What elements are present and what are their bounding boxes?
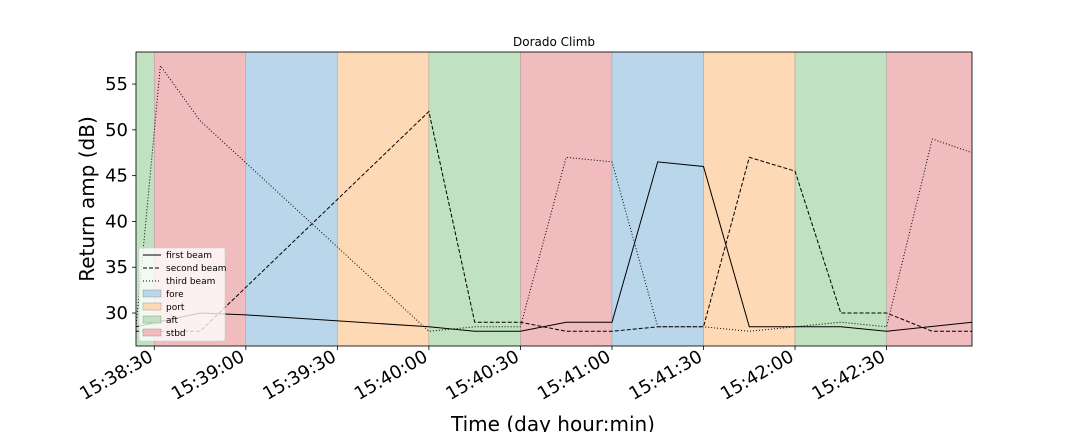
legend-patch-swatch [142, 315, 162, 324]
y-tick-label: 55 [105, 74, 128, 95]
chart-title: Dorado Climb [513, 35, 595, 49]
band-port [337, 51, 430, 347]
x-tick-label: 15:38:30 [76, 346, 157, 405]
legend: first beam second beam third beam fore port a… [138, 247, 227, 342]
y-tick-label: 45 [105, 166, 128, 187]
band-stbd [886, 51, 973, 347]
x-tick-label: 15:41:00 [534, 346, 615, 405]
y-tick-label: 35 [105, 257, 128, 278]
legend-patch-swatch [142, 302, 162, 311]
series-line-1 [135, 161, 973, 332]
band-fore [611, 51, 704, 347]
x-tick-label: 15:42:30 [809, 346, 890, 405]
y-axis-label: Return amp (dB) [75, 116, 99, 282]
y-axis: 30 35 40 45 50 55 [105, 74, 136, 324]
legend-label: fore [166, 290, 184, 300]
legend-label: second beam [166, 264, 227, 274]
x-tick-label: 15:41:30 [625, 346, 706, 405]
series-line-2 [136, 110, 972, 332]
x-tick-label: 15:39:00 [168, 346, 249, 405]
legend-label: first beam [166, 251, 212, 261]
x-tick-label: 15:42:00 [717, 346, 798, 405]
x-tick-label: 15:40:00 [351, 346, 432, 405]
beam-bands [135, 51, 973, 347]
legend-patch-swatch [142, 289, 162, 298]
band-aft [428, 51, 521, 347]
band-aft [794, 51, 887, 347]
band-stbd [520, 51, 613, 347]
y-tick-label: 40 [105, 211, 128, 232]
series-lines [135, 64, 973, 332]
legend-label: aft [166, 316, 179, 326]
series-line-3 [135, 64, 973, 332]
band-fore [245, 51, 338, 347]
y-tick-label: 30 [105, 303, 128, 324]
x-axis-label: Time (day hour:min) [450, 412, 655, 432]
legend-patch-swatch [142, 328, 162, 337]
x-tick-label: 15:39:30 [259, 346, 340, 405]
legend-label: port [166, 303, 185, 313]
legend-label: stbd [166, 329, 186, 339]
x-axis: 15:38:30 15:39:00 15:39:30 15:40:00 15:40:30… [76, 346, 889, 405]
plot-frame [135, 51, 973, 347]
legend-label: third beam [166, 277, 215, 287]
y-tick-label: 50 [105, 120, 128, 141]
band-port [703, 51, 796, 347]
x-tick-label: 15:40:30 [442, 346, 523, 405]
